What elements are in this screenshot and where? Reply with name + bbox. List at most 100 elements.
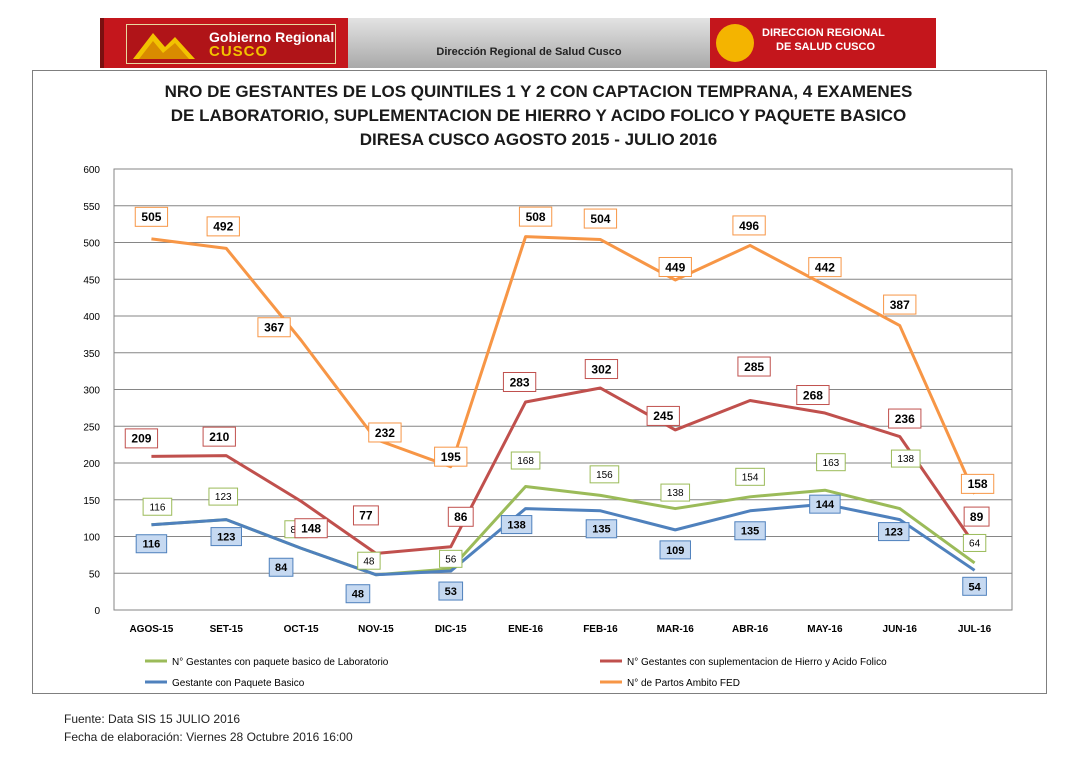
- data-label-1: 154: [735, 467, 765, 486]
- x-tick-label: SET-15: [210, 624, 244, 635]
- data-label-text: 64: [969, 539, 981, 550]
- data-label-box: [268, 557, 294, 577]
- data-label-text: 245: [653, 409, 673, 423]
- data-label-3: 123: [210, 527, 242, 547]
- data-label-text: 508: [526, 210, 546, 224]
- data-label-2: 209: [124, 428, 159, 449]
- data-label-2: 148: [294, 518, 328, 539]
- data-label-1: 116: [142, 497, 173, 516]
- data-label-box: [732, 215, 766, 236]
- data-label-2: 86: [447, 506, 474, 527]
- data-label-text: 496: [739, 219, 759, 233]
- footer-date: Fecha de elaboración: Viernes 28 Octubre…: [64, 730, 353, 744]
- data-label-box: [808, 257, 842, 278]
- data-label-4: 496: [732, 215, 766, 236]
- data-label-2: 283: [502, 371, 537, 392]
- data-label-1: 138: [660, 483, 691, 502]
- header-center: Dirección Regional de Salud Cusco: [348, 18, 710, 68]
- data-label-box: [210, 527, 242, 547]
- data-label-text: 387: [890, 298, 910, 312]
- data-label-text: 268: [803, 388, 823, 402]
- data-label-box: [816, 453, 846, 472]
- legend-label: Gestante con Paquete Basico: [172, 678, 305, 689]
- data-label-box: [583, 208, 618, 229]
- data-label-text: 505: [141, 210, 161, 224]
- footer-source: Fuente: Data SIS 15 JULIO 2016: [64, 712, 241, 726]
- data-label-4: 387: [883, 294, 917, 315]
- data-label-text: 302: [591, 362, 611, 376]
- legend-label: N° Gestantes con paquete basico de Labor…: [172, 657, 389, 668]
- data-label-box: [962, 533, 987, 552]
- data-label-box: [890, 449, 921, 468]
- data-label-box: [447, 506, 474, 527]
- y-tick-label: 150: [83, 496, 100, 507]
- header-banner: Gobierno Regional CUSCO Dirección Region…: [100, 18, 936, 68]
- y-tick-label: 600: [83, 165, 100, 176]
- y-tick-label: 250: [83, 422, 100, 433]
- y-tick-label: 550: [83, 202, 100, 213]
- data-label-box: [888, 408, 922, 429]
- data-label-1: 56: [439, 549, 463, 568]
- data-label-3: 48: [345, 584, 371, 604]
- data-label-text: 77: [359, 509, 373, 523]
- chart-title-line-2: DE LABORATORIO, SUPLEMENTACION DE HIERRO…: [170, 106, 907, 125]
- data-label-box: [735, 467, 765, 486]
- x-tick-label: MAY-16: [807, 624, 843, 635]
- data-label-text: 232: [375, 426, 395, 440]
- data-label-1: 163: [816, 453, 846, 472]
- data-label-text: 54: [968, 581, 981, 593]
- data-label-4: 492: [206, 216, 240, 237]
- data-label-2: 245: [646, 405, 680, 426]
- data-label-box: [134, 206, 169, 227]
- data-label-box: [963, 506, 990, 527]
- legend-label: N° Gestantes con suplementacion de Hierr…: [627, 657, 887, 668]
- logo-line1: Gobierno Regional: [209, 29, 335, 45]
- data-label-box: [368, 422, 402, 443]
- data-label-1: 123: [208, 487, 239, 506]
- data-label-box: [809, 494, 841, 514]
- data-label-3: 135: [734, 521, 766, 541]
- data-label-box: [357, 551, 381, 570]
- data-label-text: 86: [454, 510, 468, 524]
- data-label-4: 505: [134, 206, 169, 227]
- chart-frame: [32, 70, 1047, 694]
- data-label-2: 268: [796, 385, 830, 406]
- data-label-box: [142, 497, 173, 516]
- x-tick-label: MAR-16: [657, 624, 695, 635]
- data-label-box: [734, 521, 766, 541]
- data-label-4: 367: [257, 317, 291, 338]
- data-label-2: 285: [737, 356, 771, 377]
- data-label-text: 138: [667, 488, 684, 499]
- x-tick-label: JUN-16: [883, 624, 918, 635]
- data-label-text: 123: [217, 532, 235, 544]
- data-label-text: 367: [264, 321, 284, 335]
- y-tick-label: 350: [83, 349, 100, 360]
- data-label-2: 302: [584, 359, 619, 380]
- mountain-icon: [133, 33, 195, 59]
- data-label-1: 168: [510, 451, 541, 470]
- data-label-text: 210: [209, 430, 229, 444]
- data-label-box: [439, 549, 463, 568]
- data-label-box: [500, 515, 533, 535]
- x-tick-label: ABR-16: [732, 624, 769, 635]
- data-label-text: 209: [131, 432, 151, 446]
- data-label-text: 195: [441, 450, 461, 464]
- data-label-box: [510, 451, 541, 470]
- data-label-4: 158: [960, 473, 995, 494]
- header-center-text: Dirección Regional de Salud Cusco: [436, 46, 622, 58]
- data-label-text: 138: [507, 520, 525, 532]
- data-label-2: 210: [202, 426, 236, 447]
- data-label-text: 84: [275, 562, 288, 574]
- data-label-3: 53: [438, 581, 464, 601]
- data-label-box: [208, 487, 239, 506]
- x-tick-label: JUL-16: [958, 624, 992, 635]
- data-label-4: 508: [518, 206, 553, 227]
- y-tick-label: 450: [83, 275, 100, 286]
- data-label-box: [434, 446, 468, 467]
- data-label-text: 283: [510, 375, 530, 389]
- x-tick-label: NOV-15: [358, 624, 394, 635]
- data-label-box: [960, 473, 995, 494]
- data-label-box: [589, 465, 620, 484]
- data-label-text: 109: [666, 545, 684, 557]
